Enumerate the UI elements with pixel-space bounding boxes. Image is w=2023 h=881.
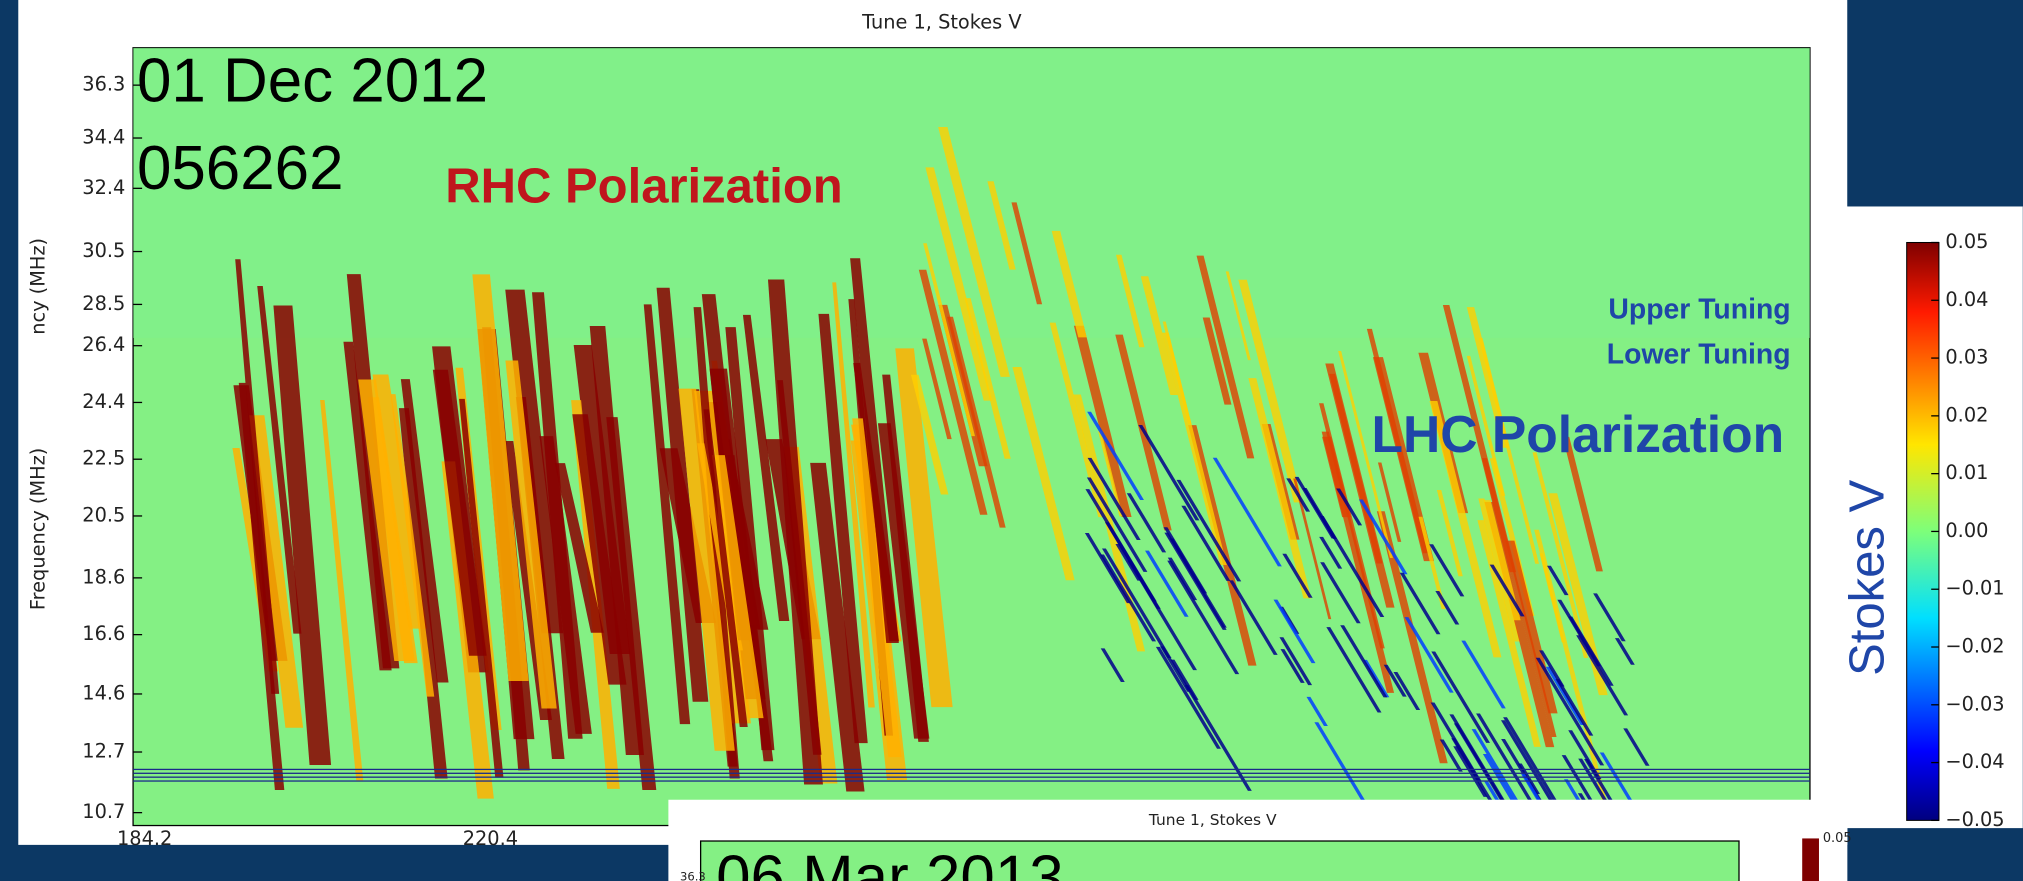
y-tick-label: 12.7 (82, 740, 125, 763)
colorbar-tick-label: −0.04 (1945, 750, 2004, 773)
x-tick-label: 220.4 (463, 827, 518, 850)
y-tick-label: 14.6 (82, 681, 125, 704)
colorbar-label: Stokes V (1841, 480, 1895, 676)
second-title: Tune 1, Stokes V (1148, 811, 1277, 829)
colorbar-tick-label: −0.01 (1945, 577, 2004, 600)
page: {"panel_main": {"title": "Tune 1, Stokes… (0, 0, 2023, 881)
y-tick-label: 18.6 (82, 565, 125, 588)
lhc-label: LHC Polarization (1371, 405, 1784, 463)
second-date: 06 Mar 2013 (716, 844, 1064, 881)
colorbar-tick-label: 0.00 (1945, 519, 1988, 542)
y-tick-label: 10.7 (82, 800, 125, 823)
corner-box (1847, 0, 2022, 206)
y-tick-label: 34.4 (82, 126, 125, 149)
colorbar-tick-label: 0.05 (1945, 230, 1988, 253)
lower-tuning-label: Lower Tuning (1607, 339, 1791, 371)
y-axis-label-upper: ncy (MHz) (26, 238, 49, 335)
colorbar-tick-label: 0.04 (1945, 288, 1988, 311)
y-tick-label: 22.5 (82, 447, 125, 470)
date-label: 01 Dec 2012 (137, 46, 488, 115)
second-colorbar (1802, 838, 1819, 881)
rhc-label: RHC Polarization (445, 160, 842, 214)
y-tick-label: 16.6 (82, 622, 125, 645)
colorbar-tick-label: −0.03 (1945, 692, 2004, 715)
id-label: 056262 (137, 134, 344, 203)
y-tick-label: 36.3 (82, 73, 125, 96)
colorbar-tick-label: 0.03 (1945, 346, 1988, 369)
y-tick-label: 32.4 (82, 176, 125, 199)
y-axis-label: Frequency (MHz) (26, 448, 49, 610)
y-tick-label: 26.4 (82, 333, 125, 356)
plot-title: Tune 1, Stokes V (861, 11, 1022, 34)
rfi-line (133, 769, 1810, 770)
second-y-tick: 36.3 (680, 870, 706, 881)
upper-tuning-label: Upper Tuning (1608, 293, 1790, 325)
y-tick-label: 30.5 (82, 239, 125, 262)
y-tick-label: 28.5 (82, 292, 125, 315)
rfi-line (133, 780, 1810, 781)
rfi-line (133, 773, 1810, 774)
second-colorbar-tick: 0.05 (1823, 831, 1852, 846)
x-tick-label: 184.2 (117, 827, 172, 850)
rfi-line (133, 777, 1810, 778)
y-tick-label: 24.4 (82, 390, 125, 413)
colorbar-tick-label: 0.01 (1945, 461, 1988, 484)
y-tick-label: 20.5 (82, 503, 125, 526)
colorbar-tick-label: 0.02 (1945, 403, 1988, 426)
colorbar-tick-label: −0.05 (1945, 808, 2004, 831)
colorbar-tick-label: −0.02 (1945, 635, 2004, 658)
slide: Tune 1, Stokes V Frequency (MHz) ncy (MH… (0, 0, 2023, 881)
